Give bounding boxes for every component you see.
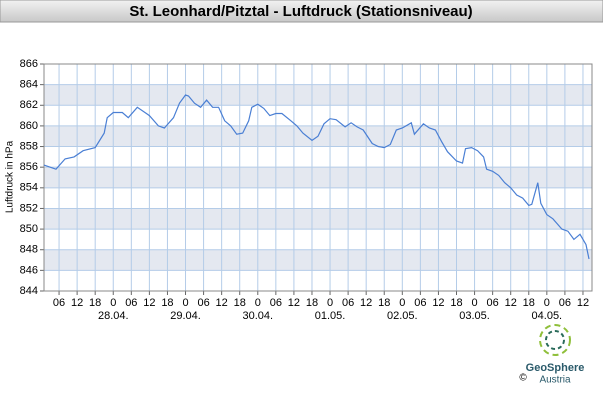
y-tick-label: 848 <box>20 244 38 256</box>
x-tick-label: 18 <box>378 297 390 309</box>
x-tick-label: 0 <box>255 297 261 309</box>
x-tick-label: 06 <box>559 297 571 309</box>
x-tick-label: 0 <box>182 297 188 309</box>
y-tick-label: 846 <box>20 264 38 276</box>
date-label: 04.05. <box>532 310 563 322</box>
date-label: 29.04. <box>170 310 201 322</box>
brand-sub: Austria <box>539 375 571 386</box>
y-tick-label: 852 <box>20 202 38 214</box>
y-tick-label: 844 <box>20 285 38 297</box>
band <box>44 249 592 271</box>
y-tick-label: 856 <box>20 161 38 173</box>
date-label: 30.04. <box>242 310 273 322</box>
x-tick-label: 12 <box>216 297 228 309</box>
y-tick-label: 860 <box>20 120 38 132</box>
date-label: 28.04. <box>98 310 129 322</box>
x-tick-label: 06 <box>53 297 65 309</box>
band <box>44 208 592 230</box>
x-tick-label: 12 <box>143 297 155 309</box>
x-tick-label: 06 <box>342 297 354 309</box>
y-tick-label: 864 <box>20 79 38 91</box>
y-axis-label: Luftdruck in hPa <box>5 140 16 213</box>
y-tick-label: 858 <box>20 140 38 152</box>
logo: GeoSphere Austria © <box>519 324 585 386</box>
x-tick-label: 12 <box>577 297 589 309</box>
x-tick-label: 06 <box>414 297 426 309</box>
x-tick-label: 12 <box>288 297 300 309</box>
band <box>44 84 592 106</box>
x-tick-label: 0 <box>399 297 405 309</box>
x-tick-label: 0 <box>327 297 333 309</box>
y-tick-label: 850 <box>20 223 38 235</box>
x-tick-label: 06 <box>125 297 137 309</box>
copyright: © <box>519 373 527 384</box>
title-bar <box>0 0 603 23</box>
logo-icon <box>539 324 571 356</box>
x-tick-label: 18 <box>450 297 462 309</box>
x-tick-label: 18 <box>161 297 173 309</box>
x-tick-label: 06 <box>197 297 209 309</box>
brand-name: GeoSphere <box>526 362 585 374</box>
date-label: 03.05. <box>459 310 490 322</box>
y-tick-label: 866 <box>20 58 38 70</box>
x-tick-label: 12 <box>505 297 517 309</box>
chart-title: St. Leonhard/Pitztal - Luftdruck (Statio… <box>129 3 472 20</box>
x-tick-label: 06 <box>270 297 282 309</box>
date-label: 01.05. <box>315 310 346 322</box>
x-tick-label: 0 <box>110 297 116 309</box>
plot-border <box>43 63 593 292</box>
x-tick-label: 12 <box>432 297 444 309</box>
y-tick-label: 854 <box>20 182 38 194</box>
logo-icon <box>545 330 565 350</box>
x-tick-label: 18 <box>306 297 318 309</box>
x-tick-label: 12 <box>71 297 83 309</box>
y-tick-label: 862 <box>20 99 38 111</box>
line <box>43 94 590 260</box>
x-tick-label: 18 <box>523 297 535 309</box>
x-tick-label: 18 <box>89 297 101 309</box>
date-label: 02.05. <box>387 310 418 322</box>
band <box>44 167 592 188</box>
x-tick-label: 0 <box>472 297 478 309</box>
x-tick-label: 18 <box>234 297 246 309</box>
x-tick-label: 06 <box>487 297 499 309</box>
x-tick-label: 12 <box>360 297 372 309</box>
x-tick-label: 0 <box>544 297 550 309</box>
